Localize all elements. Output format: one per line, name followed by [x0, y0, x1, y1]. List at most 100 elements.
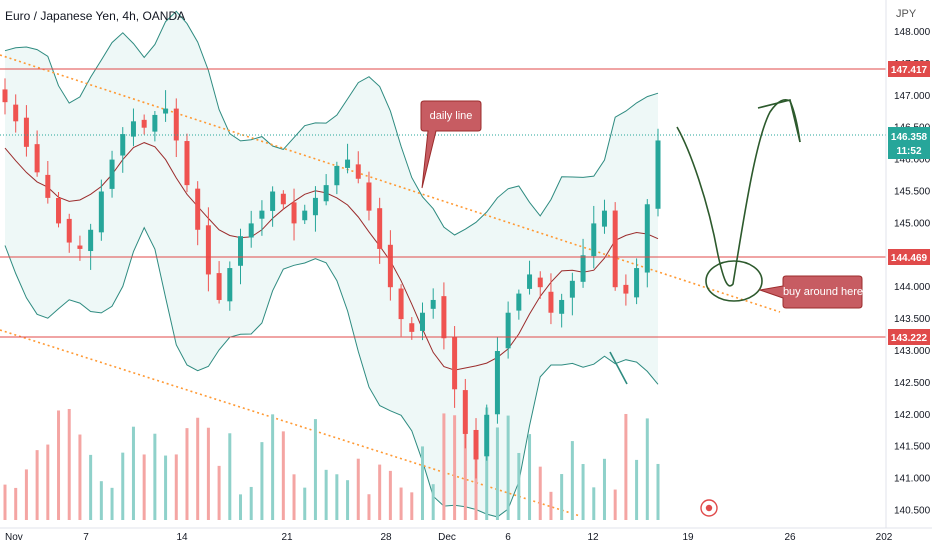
candle-body [152, 114, 158, 132]
price-tag-countdown: 11:52 [896, 146, 921, 157]
candle-body [259, 210, 265, 219]
candle-body [13, 104, 19, 122]
volume-bar [592, 487, 596, 520]
candle-body [120, 134, 126, 156]
volume-bar [602, 458, 606, 520]
drawn-buy-circle [705, 260, 763, 302]
price-tag-144-469: 144.469 [888, 249, 930, 265]
candle-body [345, 159, 351, 168]
candle-body [377, 208, 383, 249]
candle-body [88, 229, 94, 252]
price-tick-label: 148.000 [894, 27, 931, 38]
candle-body [312, 197, 318, 216]
candle-body [291, 202, 297, 224]
time-tick-label: 19 [682, 532, 694, 543]
volume-bar [549, 491, 553, 520]
candle-body [591, 223, 597, 257]
event-marker-icon[interactable] [700, 499, 718, 517]
annotation-buy-around-here: buy around here [758, 275, 863, 309]
price-tick-label: 143.000 [894, 346, 931, 357]
candle-body [623, 284, 629, 294]
candle-body [409, 323, 415, 332]
volume-bar [431, 484, 435, 520]
volume-bar [303, 487, 307, 520]
candle-body [462, 390, 468, 434]
price-tag-147-417-text: 147.417 [891, 65, 928, 76]
price-tick-label: 142.000 [894, 410, 931, 421]
candle-body [184, 141, 190, 186]
volume-bar [495, 427, 499, 520]
time-tick-label: 12 [587, 532, 599, 543]
volume-bar [217, 465, 221, 520]
candle-body [302, 210, 308, 221]
volume-bar [506, 415, 510, 520]
volume-bar [410, 492, 414, 520]
price-tick-label: 144.000 [894, 282, 931, 293]
annotation-daily-line: daily line [420, 100, 482, 189]
volume-bar [485, 407, 489, 520]
volume-bar [110, 487, 114, 520]
candle-body [612, 210, 618, 288]
candle-body [173, 108, 179, 141]
candle-body [634, 268, 640, 298]
price-tag-current-text: 146.358 [891, 132, 928, 143]
price-tag-143-222-text: 143.222 [891, 333, 928, 344]
volume-bar [442, 413, 446, 520]
bollinger-lower-line [4, 226, 659, 518]
volume-bar [388, 470, 392, 520]
bollinger-band-area [5, 11, 658, 517]
annotation-daily-line-text: daily line [430, 110, 473, 122]
price-tag-143-222: 143.222 [888, 329, 930, 345]
candle-body [484, 414, 490, 457]
price-tag-144-469-text: 144.469 [891, 253, 928, 264]
candle-body [548, 291, 554, 313]
candle-body [23, 117, 29, 147]
candle-body [527, 274, 533, 289]
lower-trend-line [0, 329, 581, 517]
candle-body [2, 89, 8, 103]
price-tick-label: 146.000 [894, 155, 931, 166]
candle-body [238, 236, 244, 266]
time-tick-label: 202 [876, 532, 893, 543]
volume-bar [57, 410, 61, 520]
volume-bar [142, 454, 146, 520]
candle-body [441, 296, 447, 339]
candle-body [77, 245, 83, 249]
volume-bar [46, 444, 50, 520]
candle-body [644, 204, 650, 273]
candle-body [270, 191, 276, 211]
volume-bar [474, 437, 478, 520]
time-tick-label: Nov [5, 532, 23, 543]
volume-bar [560, 474, 564, 520]
volume-bar [89, 454, 93, 520]
price-tick-label: 142.500 [894, 378, 931, 389]
candle-body [366, 182, 372, 211]
volume-bar [335, 474, 339, 520]
volume-bar [356, 458, 360, 520]
volume-bar [174, 454, 178, 520]
candle-body [387, 244, 393, 288]
price-tick-label: 141.000 [894, 474, 931, 485]
volume-bar [624, 413, 628, 520]
volume-bar [196, 417, 200, 520]
candle-body [494, 351, 500, 415]
price-axis-unit: JPY [896, 8, 917, 20]
candle-body [430, 299, 436, 309]
volume-bar [206, 427, 210, 520]
candle-body [56, 198, 62, 224]
candle-body [163, 108, 169, 114]
volume-bar [249, 486, 253, 520]
candle-body [419, 312, 425, 331]
candle-body [398, 288, 404, 320]
bollinger-upper-line [4, 10, 659, 236]
volume-bar [14, 487, 18, 520]
candle-body [601, 210, 607, 227]
time-axis-ticks: Nov 7 14 21 28 Dec 6 12 19 26 202 [5, 532, 893, 543]
volume-bar [271, 414, 275, 520]
candle-body [34, 144, 40, 173]
volume-bar [24, 469, 28, 520]
volume-bar [570, 441, 574, 520]
candle-body [66, 218, 72, 243]
volume-bar [164, 455, 168, 520]
candle-body [109, 159, 115, 189]
